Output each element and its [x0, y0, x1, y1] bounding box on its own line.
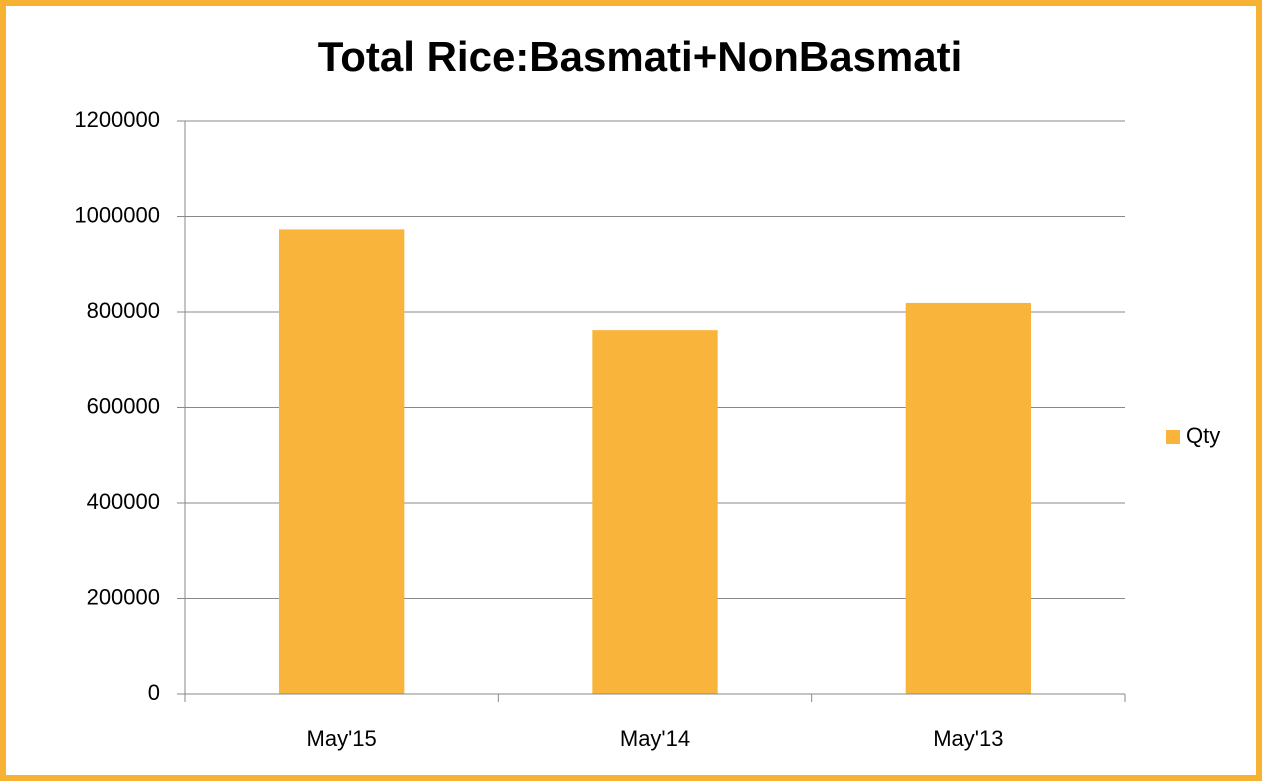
bar [905, 302, 1031, 694]
y-tick-label: 800000 [87, 298, 160, 323]
bar [279, 229, 405, 694]
y-tick-label: 600000 [87, 393, 160, 418]
x-tick-label: May'13 [933, 726, 1003, 751]
x-tick-label: May'15 [307, 726, 377, 751]
legend-swatch [1166, 430, 1180, 444]
bar [592, 330, 718, 694]
x-tick-label: May'14 [620, 726, 690, 751]
legend-label: Qty [1186, 423, 1220, 448]
y-tick-label: 1200000 [74, 107, 160, 132]
y-tick-label: 200000 [87, 584, 160, 609]
chart-title: Total Rice:Basmati+NonBasmati [318, 33, 963, 80]
y-tick-label: 0 [148, 680, 160, 705]
y-tick-label: 400000 [87, 489, 160, 514]
y-tick-label: 1000000 [74, 202, 160, 227]
